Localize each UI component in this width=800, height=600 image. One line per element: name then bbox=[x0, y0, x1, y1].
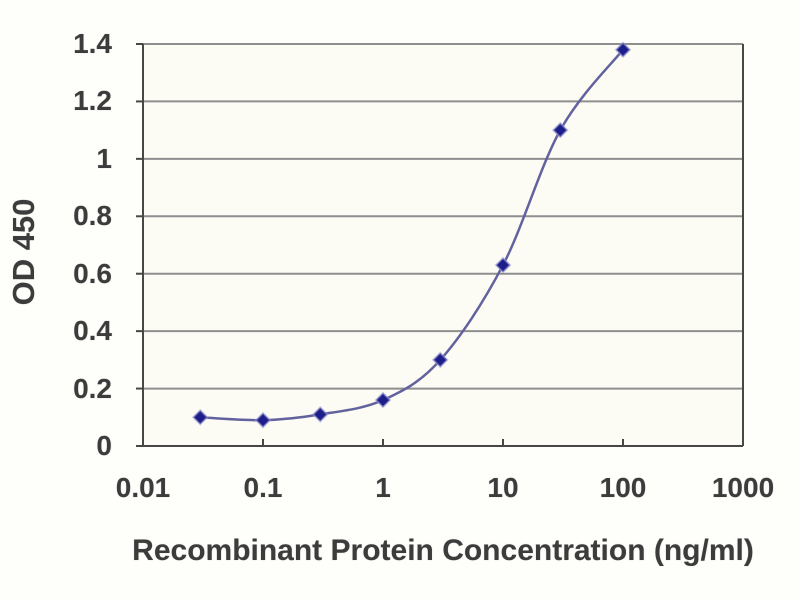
x-tick-label: 0.01 bbox=[115, 472, 171, 503]
data-point-marker bbox=[551, 121, 569, 139]
y-tick-label: 1.4 bbox=[73, 28, 112, 59]
y-tick-label: 0.6 bbox=[73, 257, 112, 289]
x-tick-label: 1000 bbox=[711, 472, 775, 503]
x-tick-label: 1 bbox=[375, 472, 391, 503]
plot-background bbox=[143, 44, 743, 446]
y-tick-label: 0 bbox=[96, 430, 112, 461]
x-tick-label: 100 bbox=[599, 472, 647, 503]
y-tick-label: 0.2 bbox=[73, 372, 112, 404]
y-tick-label: 0.8 bbox=[73, 200, 112, 232]
x-tick-label: 10 bbox=[487, 472, 519, 503]
data-point-marker bbox=[191, 408, 209, 426]
y-tick-label: 1 bbox=[96, 142, 112, 174]
data-point-marker bbox=[614, 41, 632, 59]
data-point-marker bbox=[254, 411, 272, 429]
data-point-marker bbox=[374, 391, 392, 409]
y-tick-label: 1.2 bbox=[73, 85, 112, 117]
x-tick-label: 0.1 bbox=[243, 472, 283, 503]
data-point-marker bbox=[494, 256, 512, 274]
y-tick-label: 0.4 bbox=[73, 315, 112, 347]
x-axis-title: Recombinant Protein Concentration (ng/ml… bbox=[132, 534, 754, 567]
data-point-marker bbox=[431, 351, 449, 369]
data-point-marker bbox=[311, 405, 329, 423]
